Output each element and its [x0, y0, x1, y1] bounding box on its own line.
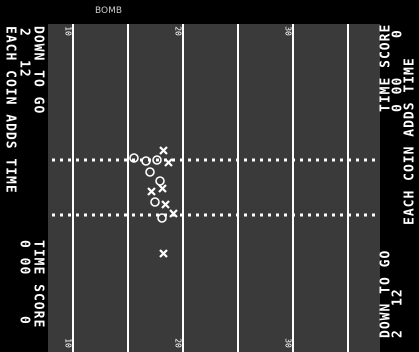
yard-number: 10	[64, 338, 73, 348]
yard-number: 30	[284, 26, 293, 36]
yard-number: 30	[284, 338, 293, 348]
play-name: BOMB	[95, 6, 122, 16]
score: 0	[17, 316, 32, 325]
coin-message: EACH COIN ADDS TIME	[403, 57, 418, 225]
time: 0 00	[17, 240, 32, 275]
to-go: 12	[17, 60, 32, 78]
time-score-label: TIME SCORE	[31, 240, 46, 328]
field	[48, 24, 380, 352]
score: 0	[391, 29, 406, 38]
to-go: 12	[391, 288, 406, 306]
yard-number: 20	[174, 26, 183, 36]
down: 2	[17, 28, 32, 37]
yard-number: 20	[174, 338, 183, 348]
yard-number: 10	[64, 26, 73, 36]
down: 2	[391, 329, 406, 338]
down-label: DOWN TO GO	[31, 26, 46, 114]
coin-message: EACH COIN ADDS TIME	[3, 26, 18, 194]
screen: BOMB 10 20 30 10 20 30 DOWN TO GO	[0, 0, 419, 352]
